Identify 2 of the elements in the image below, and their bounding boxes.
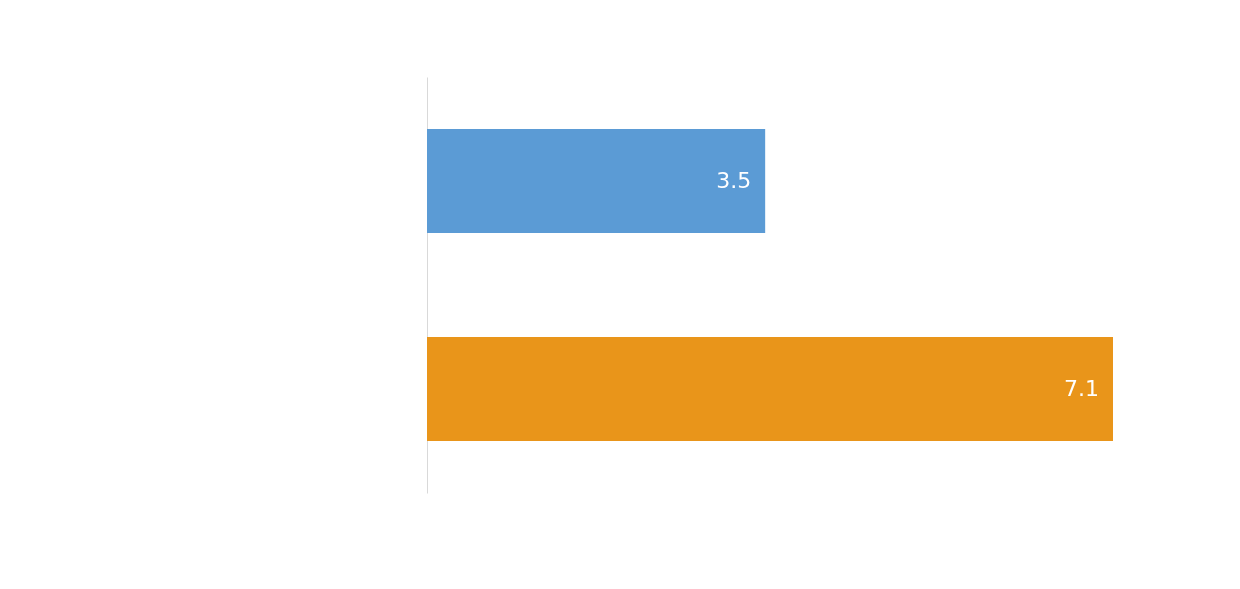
data-label: 7.1 xyxy=(1064,376,1099,401)
data-label: 3.5 xyxy=(716,168,752,193)
